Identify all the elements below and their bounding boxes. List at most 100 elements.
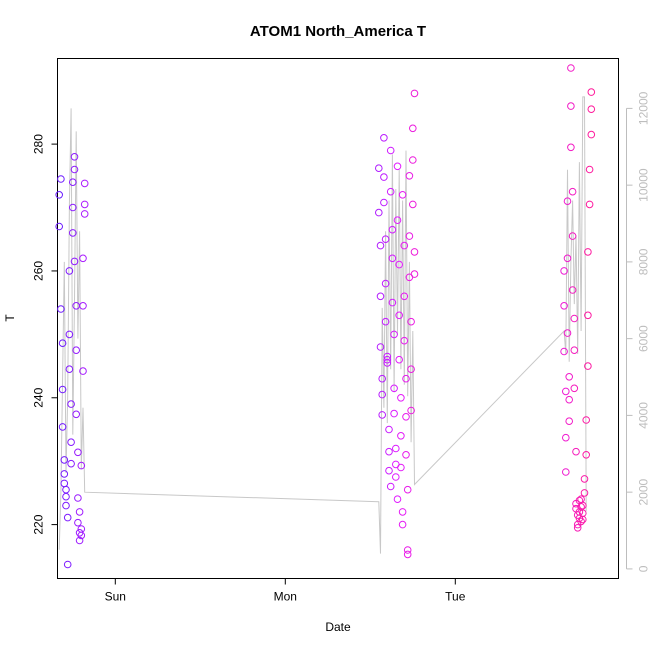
data-point bbox=[570, 384, 579, 393]
data-point bbox=[397, 394, 405, 402]
data-point bbox=[390, 330, 398, 339]
y-tick-label: 260 bbox=[32, 261, 46, 281]
y-axis-label: T bbox=[3, 314, 17, 322]
data-point bbox=[410, 89, 419, 98]
data-point bbox=[60, 456, 69, 464]
data-point bbox=[57, 175, 65, 183]
data-point bbox=[386, 482, 395, 491]
data-point bbox=[58, 385, 67, 394]
data-point bbox=[69, 229, 77, 237]
data-point bbox=[57, 305, 65, 313]
data-point bbox=[582, 451, 591, 459]
data-point bbox=[562, 433, 570, 442]
data-point bbox=[55, 191, 64, 199]
data-point bbox=[390, 384, 398, 393]
data-point bbox=[403, 485, 412, 494]
data-point bbox=[570, 346, 579, 355]
data-point bbox=[580, 475, 589, 483]
data-point bbox=[568, 187, 577, 196]
data-point bbox=[403, 550, 412, 559]
data-point bbox=[585, 200, 594, 209]
data-point bbox=[560, 347, 568, 356]
data-point bbox=[388, 225, 397, 234]
data-point bbox=[398, 520, 407, 529]
data-point bbox=[65, 365, 74, 374]
data-point bbox=[409, 124, 417, 133]
data-point bbox=[405, 172, 414, 180]
data-point bbox=[380, 173, 388, 181]
y-right-tick-label: 10000 bbox=[637, 168, 650, 202]
y-right-tick-label: 12000 bbox=[637, 91, 650, 125]
data-point bbox=[579, 515, 587, 524]
series-line-group bbox=[58, 96, 587, 554]
x-tick-label: Sun bbox=[105, 590, 126, 604]
data-point bbox=[397, 463, 405, 472]
y-tick-label: 280 bbox=[32, 134, 46, 154]
data-point bbox=[587, 88, 596, 96]
data-point bbox=[79, 367, 87, 375]
chart-title: ATOM1 North_America T bbox=[250, 23, 426, 40]
data-point bbox=[403, 546, 412, 554]
y-tick-label: 240 bbox=[32, 387, 46, 407]
data-point bbox=[378, 390, 387, 399]
data-point bbox=[580, 489, 589, 497]
data-point bbox=[563, 197, 572, 205]
data-point bbox=[70, 165, 79, 174]
data-point bbox=[587, 130, 596, 139]
y-right-tick-label: 6000 bbox=[637, 325, 650, 352]
data-point bbox=[562, 468, 570, 476]
data-point bbox=[62, 501, 70, 510]
data-point bbox=[62, 492, 70, 501]
series-line bbox=[58, 96, 587, 554]
data-point bbox=[400, 241, 409, 250]
data-point bbox=[77, 531, 86, 540]
data-point bbox=[80, 179, 89, 188]
data-point bbox=[393, 495, 402, 504]
data-point bbox=[560, 302, 568, 310]
x-tick-label: Tue bbox=[445, 590, 466, 604]
data-point bbox=[388, 298, 397, 307]
data-point bbox=[390, 409, 398, 418]
data-point bbox=[55, 222, 64, 231]
data-point bbox=[409, 156, 417, 164]
data-point bbox=[58, 339, 67, 348]
data-point bbox=[63, 513, 72, 522]
y-right-tick-label: 8000 bbox=[637, 248, 650, 275]
y-right-tick-label: 0 bbox=[637, 565, 650, 572]
data-point bbox=[565, 417, 574, 426]
data-point bbox=[65, 330, 74, 339]
x-axis-label: Date bbox=[325, 620, 351, 634]
data-point bbox=[80, 210, 89, 218]
y-tick-label: 220 bbox=[32, 514, 46, 534]
data-point bbox=[72, 410, 80, 419]
data-point bbox=[395, 311, 404, 320]
data-point bbox=[381, 279, 390, 288]
data-point bbox=[577, 517, 585, 526]
data-point bbox=[381, 235, 390, 243]
data-point bbox=[407, 406, 415, 415]
data-point bbox=[69, 178, 77, 186]
data-point bbox=[380, 134, 388, 142]
data-point bbox=[385, 425, 393, 434]
x-tick-label: Mon bbox=[274, 590, 297, 604]
data-point bbox=[567, 64, 575, 72]
data-point bbox=[584, 311, 592, 320]
points-group bbox=[55, 64, 596, 569]
data-point bbox=[67, 438, 75, 447]
data-point bbox=[397, 432, 405, 440]
data-point bbox=[65, 267, 74, 275]
data-point bbox=[60, 479, 69, 488]
data-point bbox=[582, 416, 591, 424]
data-point bbox=[69, 203, 77, 212]
data-point bbox=[72, 346, 80, 355]
data-point bbox=[407, 317, 415, 326]
data-point bbox=[579, 501, 587, 510]
data-point bbox=[565, 395, 574, 404]
data-point bbox=[75, 508, 84, 516]
data-point bbox=[79, 254, 87, 263]
data-point bbox=[375, 164, 383, 172]
data-point bbox=[567, 102, 575, 110]
data-point bbox=[577, 495, 585, 504]
data-point bbox=[383, 359, 392, 367]
